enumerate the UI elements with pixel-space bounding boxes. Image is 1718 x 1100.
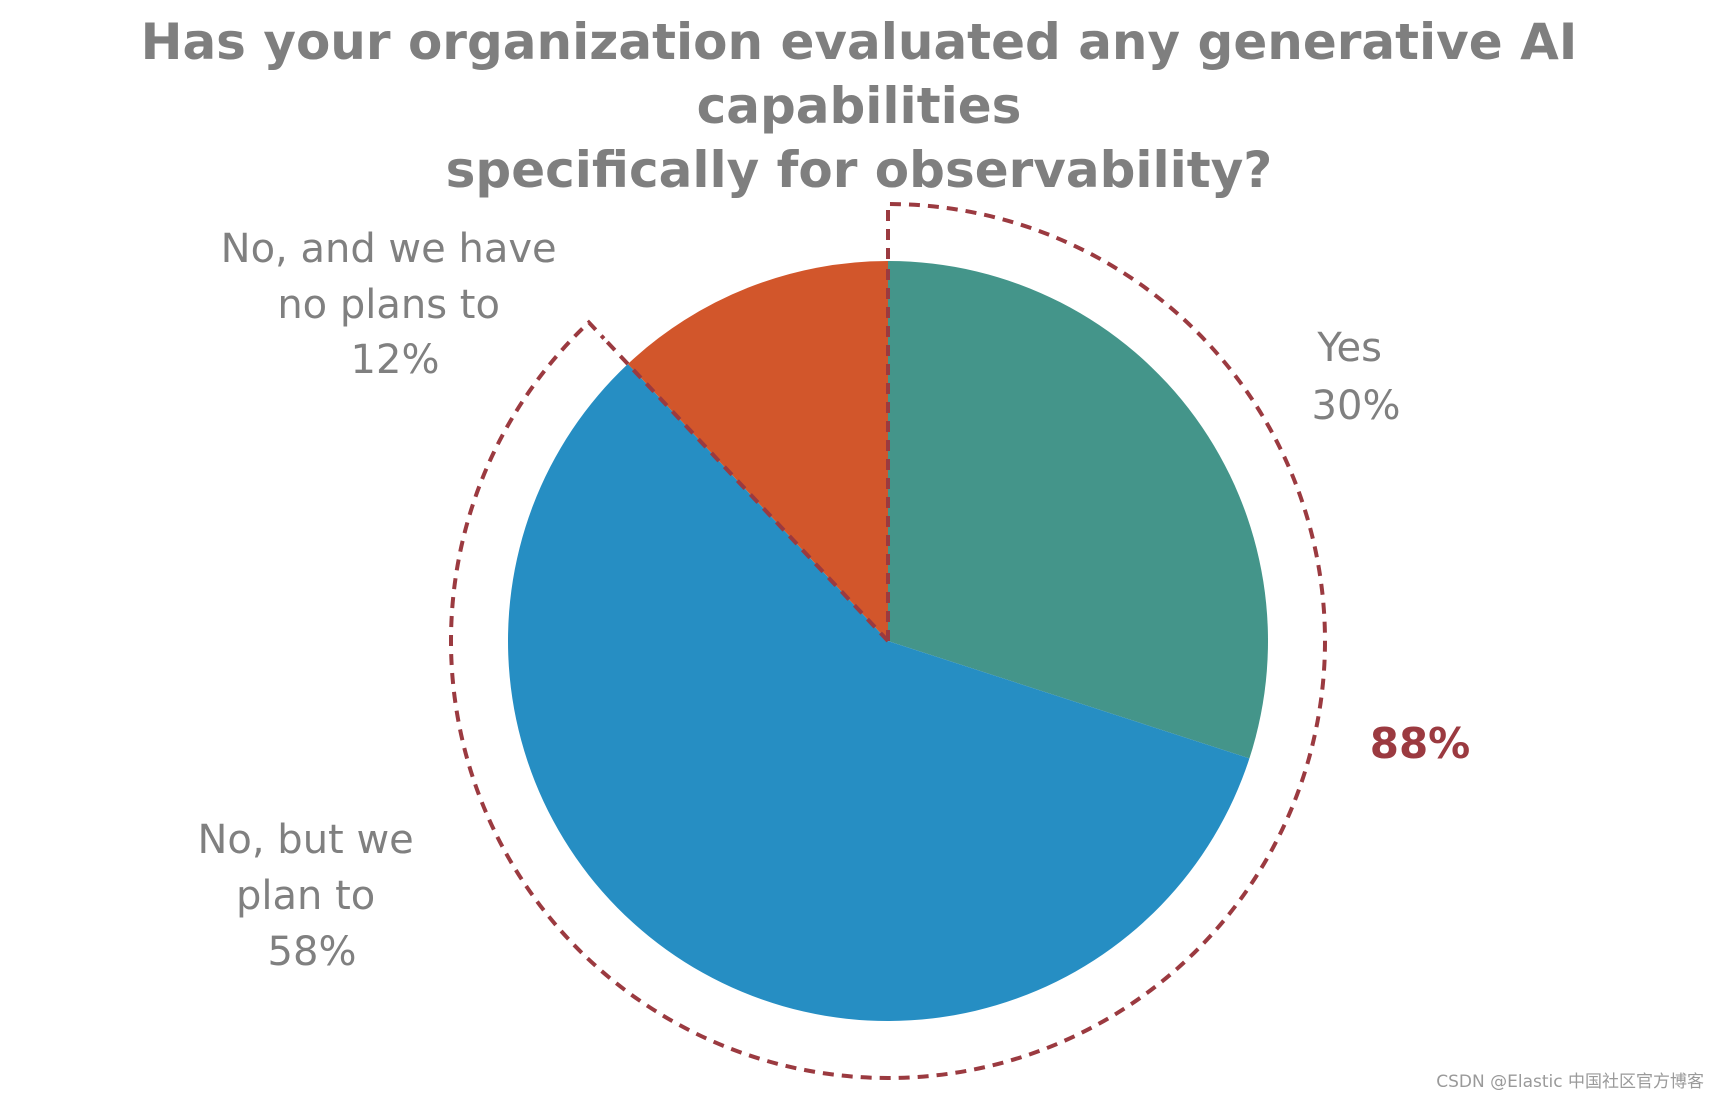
label-yes-value: 30% xyxy=(1312,383,1401,429)
label-yes-line-1: Yes xyxy=(1316,325,1382,371)
callout-value: 88% xyxy=(1370,719,1471,768)
watermark: CSDN @Elastic 中国社区官方博客 xyxy=(1436,1072,1704,1092)
slice-no-no-plans xyxy=(627,261,888,641)
chart-title-line-2: specifically for observability? xyxy=(445,141,1273,199)
label-yes: Yes 30% xyxy=(1312,325,1401,429)
label-no-but-plan-value: 58% xyxy=(268,929,357,975)
slice-yes xyxy=(888,261,1268,759)
label-no-no-plans-line-1: No, and we have xyxy=(221,226,557,272)
slice-no-but-plan xyxy=(508,363,1250,1021)
chart-title-line-1: Has your organization evaluated any gene… xyxy=(140,13,1578,135)
label-no-but-plan: No, but we plan to 58% xyxy=(197,817,426,975)
label-no-but-plan-line-1: No, but we xyxy=(197,817,413,863)
label-no-but-plan-line-2: plan to xyxy=(236,873,375,919)
chart-title: Has your organization evaluated any gene… xyxy=(0,10,1718,202)
label-no-no-plans-value: 12% xyxy=(351,337,440,383)
label-no-no-plans: No, and we have no plans to 12% xyxy=(221,226,570,383)
label-no-no-plans-line-2: no plans to xyxy=(277,282,500,328)
callout-arc xyxy=(449,201,1327,1080)
